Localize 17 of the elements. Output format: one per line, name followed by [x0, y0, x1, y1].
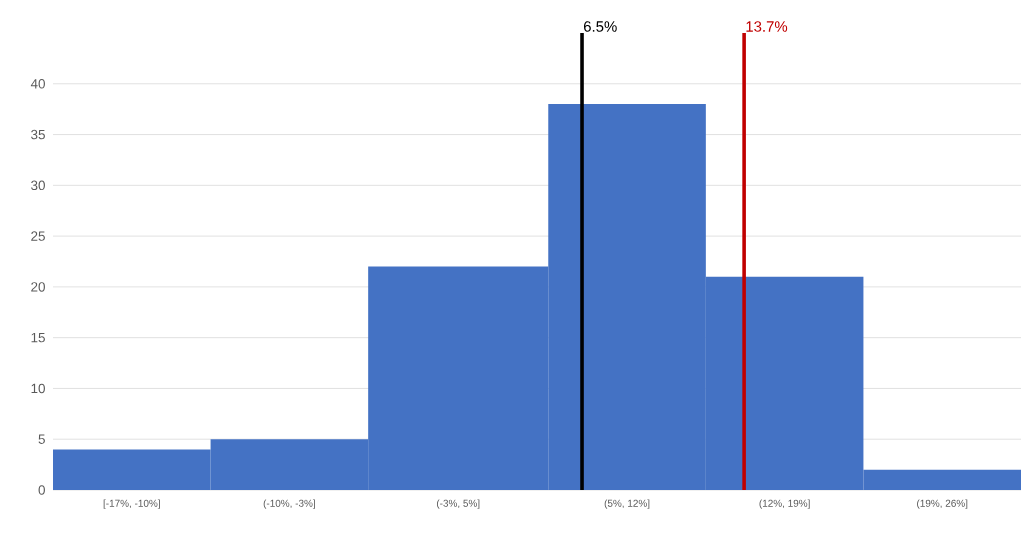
y-tick-label: 0: [38, 485, 45, 495]
category-label: (-3%, 5%]: [436, 499, 480, 509]
y-tick-label: 35: [31, 129, 45, 140]
ref-line-label: 13.7%: [746, 21, 788, 32]
y-tick-label: 10: [31, 383, 45, 394]
category-label: (12%, 19%]: [759, 499, 810, 509]
y-tick-label: 15: [31, 332, 45, 343]
y-tick-label: 30: [31, 180, 45, 191]
y-tick-label: 5: [38, 434, 45, 444]
y-tick-label: 20: [31, 282, 45, 292]
category-label: (19%, 26%]: [917, 499, 968, 509]
ref-line-label: 6.5%: [583, 21, 617, 32]
category-label: (-10%, -3%]: [263, 499, 315, 509]
category-label: (5%, 12%]: [604, 499, 650, 509]
y-tick-label: 25: [31, 231, 45, 241]
y-tick-label: 40: [30, 79, 45, 89]
category-label: [-17%, -10%]: [103, 499, 160, 509]
